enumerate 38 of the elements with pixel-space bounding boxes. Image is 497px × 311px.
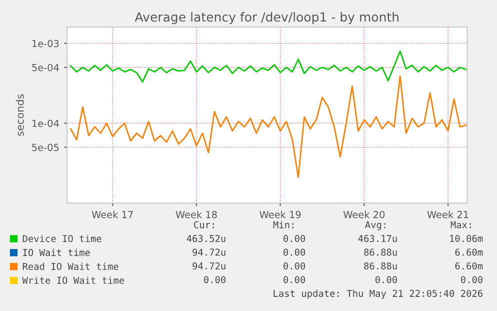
line-series [70, 50, 467, 83]
y-tick-label: 5e-05 [32, 144, 59, 152]
text: 86.88u [364, 248, 397, 256]
text: 94.72u [192, 262, 226, 270]
line-series [70, 75, 467, 178]
legend-label: Read IO Wait time [22, 262, 118, 270]
x-tick-label: Week 21 [427, 210, 468, 218]
text: 463.52u [186, 234, 226, 242]
text: 0.00 [204, 276, 226, 284]
text: Cur: [194, 221, 214, 228]
text: 0.00 [460, 276, 482, 284]
text: Min: [273, 221, 294, 228]
legend-label: Write IO Wait time [22, 276, 124, 284]
text: 6.60m [455, 262, 483, 270]
legend-label: IO Wait time [23, 248, 90, 256]
text: 463.17u [358, 234, 397, 242]
text: 10.06m [450, 234, 483, 242]
y-tick-label: 1e-03 [32, 40, 59, 48]
text: 0.00 [375, 276, 397, 284]
y-axis-title: seconds [16, 94, 24, 136]
text: 0.00 [284, 234, 306, 242]
text: 0.00 [284, 262, 306, 270]
x-tick-label: Week 19 [260, 210, 301, 218]
text: Max: [450, 221, 471, 228]
text: 0.00 [284, 248, 306, 256]
x-tick-label: Week 20 [343, 210, 385, 218]
text: 6.60m [455, 248, 483, 256]
y-tick-label: 5e-04 [32, 64, 59, 72]
text: Last update: Thu May 21 22:05:40 2026 [274, 290, 482, 299]
x-tick-label: Week 17 [92, 210, 133, 218]
x-tick-label: Week 18 [176, 210, 217, 218]
legend-label: Device IO time [22, 234, 102, 242]
text: 86.88u [364, 262, 397, 270]
text: Avg: [365, 221, 386, 230]
chart-title: Average latency for /dev/loop1 - by month [134, 12, 398, 24]
y-tick-label: 1e-04 [32, 120, 59, 128]
text: 94.72u [192, 248, 226, 256]
text: 0.00 [284, 276, 306, 284]
